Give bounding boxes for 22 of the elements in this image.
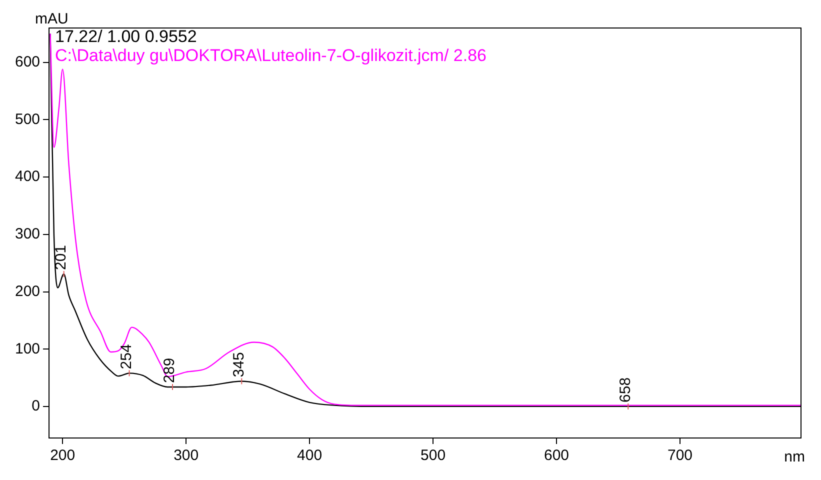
x-tick-label: 400	[297, 447, 322, 464]
series-label: C:\Data\duy gu\DOKTORA\Luteolin-7-O-glikozit.jcm/ 2.86	[55, 46, 486, 66]
y-tick-label: 0	[32, 398, 40, 415]
x-tick-label: 300	[174, 447, 199, 464]
annotation: 289	[161, 358, 178, 383]
y-tick-label: 400	[14, 168, 40, 186]
y-tick-label: 500	[14, 110, 40, 128]
series-label: 17.22/ 1.00 0.9552	[55, 27, 197, 46]
y-tick-label: 100	[14, 340, 40, 358]
x-tick-label: 700	[667, 447, 693, 464]
annotation: 254	[118, 344, 135, 370]
x-tick-label: 600	[544, 447, 570, 464]
y-tick-label: 300	[14, 226, 40, 243]
annotation: 345	[230, 352, 248, 378]
y-tick-label: 200	[14, 282, 40, 300]
y-tick-label: 600	[14, 54, 40, 71]
x-tick-label: 200	[50, 447, 76, 464]
x-tick-label: 500	[420, 447, 446, 464]
x-axis-title: nm	[784, 448, 805, 466]
annotation: 201	[52, 244, 70, 270]
y-axis-title: mAU	[35, 10, 68, 28]
annotation: 658	[616, 377, 634, 402]
